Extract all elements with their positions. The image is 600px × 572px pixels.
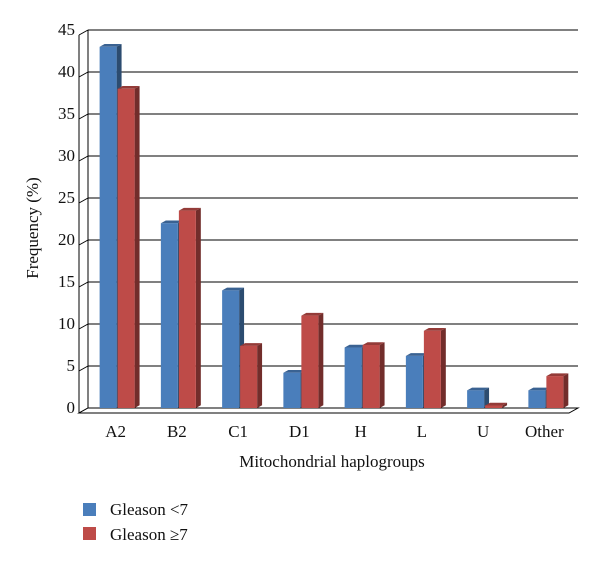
bar <box>467 387 490 408</box>
bars <box>99 44 569 409</box>
bar-front <box>528 390 546 408</box>
bar <box>485 402 508 408</box>
y-tick-label: 30 <box>58 146 75 165</box>
legend-swatch-gleason-ge7 <box>83 527 96 540</box>
gridline-depth <box>78 71 89 78</box>
bar-side <box>563 373 569 408</box>
bar-top <box>467 387 490 391</box>
y-tick-labels: 0 5 10 15 20 25 30 35 40 45 <box>58 20 75 417</box>
axes <box>77 30 580 414</box>
gridline-depth <box>78 29 89 36</box>
legend: Gleason <7 Gleason ≥7 <box>83 500 189 544</box>
y-tick-label: 20 <box>58 230 75 249</box>
bar <box>546 373 569 408</box>
bar <box>423 327 446 408</box>
bar <box>178 207 201 408</box>
bar-front <box>405 355 423 408</box>
gridline-depth <box>78 239 89 246</box>
x-tick-label: C1 <box>228 422 248 441</box>
y-tick-label: 40 <box>58 62 75 81</box>
x-tick-labels: A2 B2 C1 D1 H L U Other <box>105 422 564 441</box>
x-tick-label: B2 <box>167 422 187 441</box>
bar-side <box>134 86 140 409</box>
x-tick-label: H <box>354 422 366 441</box>
y-tick-label: 0 <box>67 398 76 417</box>
bar-top <box>546 373 569 377</box>
bar <box>117 86 140 409</box>
y-axis-title: Frequency (%) <box>23 177 42 279</box>
bar-top <box>283 369 306 373</box>
bar-front <box>283 372 301 408</box>
bar-side <box>484 387 490 408</box>
bar-front <box>485 405 503 408</box>
gridline-depth <box>78 113 89 120</box>
bar-front <box>423 330 441 408</box>
bar-side <box>318 312 324 408</box>
gridline-depth <box>78 155 89 162</box>
bar <box>362 342 385 408</box>
bar-front <box>240 345 258 408</box>
bar-top <box>405 353 428 356</box>
bar-front <box>99 46 117 409</box>
bar-front <box>344 347 362 408</box>
y-tick-label: 35 <box>58 104 75 123</box>
bar-top <box>301 312 324 316</box>
legend-swatch-gleason-lt7 <box>83 503 96 516</box>
x-tick-label: A2 <box>105 422 126 441</box>
bar-front <box>222 290 240 408</box>
bar-front <box>546 376 564 408</box>
bar <box>301 312 324 408</box>
bar-front <box>362 345 380 408</box>
bar-top <box>117 86 140 89</box>
gridlines <box>78 29 578 414</box>
bar-side <box>502 402 508 408</box>
bar-side <box>195 207 201 408</box>
bar-front <box>178 210 196 408</box>
bar-top <box>362 342 385 345</box>
x-tick-label: D1 <box>289 422 310 441</box>
bar-side <box>379 342 385 408</box>
y-tick-label: 45 <box>58 20 75 39</box>
bar-top <box>485 402 508 406</box>
gridline-depth <box>78 281 89 288</box>
gridline-depth <box>78 323 89 330</box>
gridline-depth <box>78 365 89 372</box>
x-axis-title: Mitochondrial haplogroups <box>239 452 425 471</box>
bar-front <box>301 315 319 408</box>
bar-top <box>99 44 122 47</box>
bar-top <box>240 343 263 346</box>
y-tick-label: 10 <box>58 314 75 333</box>
bar-front <box>467 390 485 408</box>
bar-top <box>222 287 245 291</box>
bar-side <box>440 327 446 408</box>
bar-top <box>178 207 201 211</box>
bar-top <box>160 220 183 224</box>
bar-front <box>160 223 178 408</box>
bar-front <box>117 88 135 409</box>
legend-label-gleason-lt7: Gleason <7 <box>110 500 189 519</box>
legend-label-gleason-ge7: Gleason ≥7 <box>110 525 188 544</box>
y-tick-label: 5 <box>67 356 76 375</box>
bar-top <box>344 344 367 348</box>
y-tick-label: 25 <box>58 188 75 207</box>
bar <box>240 343 263 408</box>
bar-top <box>423 327 446 331</box>
y-tick-label: 15 <box>58 272 75 291</box>
x-tick-label: U <box>477 422 489 441</box>
bar-top <box>528 387 551 391</box>
x-tick-label: Other <box>525 422 564 441</box>
gridline-depth <box>78 197 89 204</box>
bar-side <box>257 343 263 408</box>
chart-floor <box>77 407 580 414</box>
x-tick-label: L <box>417 422 427 441</box>
